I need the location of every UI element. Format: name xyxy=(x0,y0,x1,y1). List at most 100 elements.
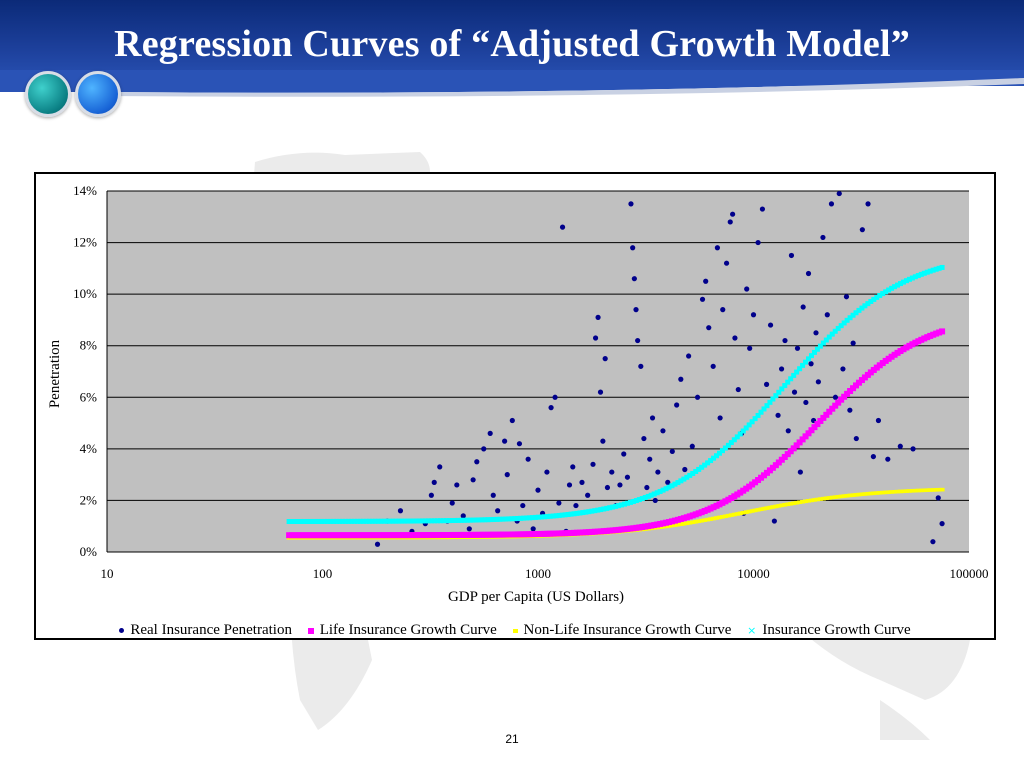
y-tick-label: 4% xyxy=(80,441,98,456)
data-point xyxy=(460,513,466,519)
curve-marker xyxy=(574,510,580,516)
curve-marker xyxy=(458,517,464,523)
curve-marker xyxy=(874,294,880,300)
curve-marker xyxy=(927,268,933,274)
curve-marker xyxy=(512,516,518,522)
legend-square-marker xyxy=(307,627,314,634)
curve-marker xyxy=(693,519,699,524)
data-point xyxy=(487,430,493,436)
curve-marker xyxy=(488,517,494,523)
curve-marker xyxy=(529,515,535,521)
curve-marker xyxy=(806,356,812,362)
data-point xyxy=(723,260,730,266)
curve-marker xyxy=(814,421,821,428)
curve-marker xyxy=(921,270,927,276)
curve-marker xyxy=(702,462,708,468)
curve-marker xyxy=(853,493,859,497)
data-point xyxy=(556,500,562,506)
curve-marker xyxy=(440,518,446,524)
data-point xyxy=(820,234,826,241)
curve-marker xyxy=(669,523,675,528)
curve-marker xyxy=(684,474,690,480)
curve-marker xyxy=(402,518,408,524)
curve-marker xyxy=(657,488,663,494)
curve-marker xyxy=(829,405,836,412)
curve-marker xyxy=(690,470,696,476)
series-real-insurance-penetration xyxy=(374,190,945,547)
curve-marker xyxy=(515,515,521,521)
curve-marker xyxy=(337,518,343,524)
data-point xyxy=(767,322,774,328)
curve-marker xyxy=(705,517,711,522)
curve-marker xyxy=(541,514,547,520)
curve-marker xyxy=(313,518,319,524)
curve-marker xyxy=(889,285,895,291)
data-point xyxy=(552,394,558,400)
data-point xyxy=(763,381,770,387)
curve-marker xyxy=(868,491,874,496)
legend-label-nonlife: Non-Life Insurance Growth Curve xyxy=(523,622,732,638)
curve-marker xyxy=(841,320,847,326)
curve-marker xyxy=(883,289,889,295)
series-insurance-growth-curve xyxy=(286,264,945,525)
data-point xyxy=(624,474,631,480)
legend-label-life: Life Insurance Growth Curve xyxy=(319,622,497,638)
data-point xyxy=(669,448,675,455)
y-tick-label: 0% xyxy=(80,544,98,559)
data-point xyxy=(638,363,644,369)
curve-marker xyxy=(886,490,892,494)
data-point xyxy=(910,446,916,452)
curve-marker xyxy=(550,513,556,519)
curve-marker xyxy=(820,496,826,501)
data-point xyxy=(600,438,606,444)
data-point xyxy=(644,484,650,491)
data-point xyxy=(609,469,615,475)
curve-marker xyxy=(369,518,375,524)
curve-marker xyxy=(758,507,764,512)
curve-marker xyxy=(874,491,880,495)
data-point xyxy=(470,477,476,483)
curve-marker xyxy=(711,516,717,521)
curve-marker xyxy=(500,516,506,522)
data-point xyxy=(850,340,856,346)
curve-marker xyxy=(663,524,669,529)
curve-marker xyxy=(429,518,435,524)
curve-marker xyxy=(399,518,405,524)
curve-marker xyxy=(565,511,571,517)
curve-marker xyxy=(817,497,823,501)
curve-marker xyxy=(918,271,924,277)
curve-marker xyxy=(731,512,737,517)
curve-marker xyxy=(785,502,791,507)
curve-marker xyxy=(331,518,337,524)
curve-marker xyxy=(918,488,924,493)
data-point xyxy=(870,453,876,460)
page-number: 21 xyxy=(505,732,519,746)
curve-marker xyxy=(544,514,550,520)
curve-marker xyxy=(503,516,509,522)
curve-marker xyxy=(921,488,927,493)
curve-marker xyxy=(900,489,906,494)
curve-marker xyxy=(482,517,488,523)
curve-marker xyxy=(681,476,687,482)
data-point xyxy=(660,428,666,434)
curve-marker xyxy=(817,343,823,349)
series-layer xyxy=(286,190,946,547)
curve-marker xyxy=(933,266,939,272)
curve-marker xyxy=(372,518,378,524)
curve-marker xyxy=(351,518,357,524)
data-point xyxy=(374,541,381,547)
curve-marker xyxy=(811,349,817,355)
curve-marker xyxy=(835,494,841,499)
data-point xyxy=(832,394,839,400)
curve-marker xyxy=(806,499,812,503)
curve-marker xyxy=(393,518,399,524)
curve-marker xyxy=(714,453,720,459)
data-point xyxy=(727,219,733,225)
curve-marker xyxy=(829,495,835,500)
curve-marker xyxy=(461,517,467,523)
curve-marker xyxy=(354,518,360,524)
legend-x-marker: × xyxy=(747,624,757,638)
curve-marker xyxy=(381,518,387,524)
curve-marker xyxy=(464,517,470,523)
curve-marker xyxy=(868,298,874,304)
